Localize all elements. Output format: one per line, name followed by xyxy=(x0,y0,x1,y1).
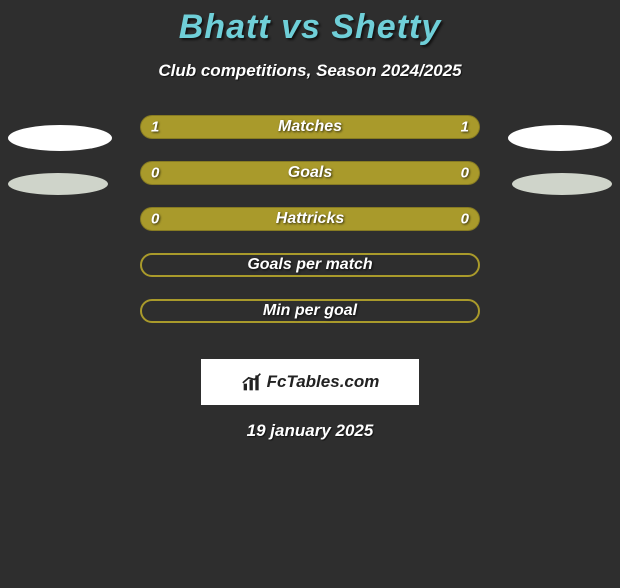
stat-label: Goals per match xyxy=(247,256,372,274)
stat-label: Matches xyxy=(278,118,342,136)
stat-row-minpergoal: Min per goal xyxy=(0,299,620,345)
brand-badge[interactable]: FcTables.com xyxy=(201,359,419,405)
stat-bar: Goals per match xyxy=(140,253,480,277)
stat-bar: Min per goal xyxy=(140,299,480,323)
page-title: Bhatt vs Shetty xyxy=(0,8,620,47)
stat-label: Min per goal xyxy=(263,302,357,320)
stat-row-hattricks: 0 Hattricks 0 xyxy=(0,207,620,253)
date-label: 19 january 2025 xyxy=(0,421,620,441)
stat-row-goalspermatch: Goals per match xyxy=(0,253,620,299)
stat-value-left: 0 xyxy=(151,211,159,228)
stat-bar: 0 Hattricks 0 xyxy=(140,207,480,231)
player-right-marker xyxy=(508,125,612,151)
stat-value-left: 0 xyxy=(151,165,159,182)
stat-row-goals: 0 Goals 0 xyxy=(0,161,620,207)
stat-label: Hattricks xyxy=(276,210,344,228)
bar-chart-icon xyxy=(241,372,263,392)
stat-value-left: 1 xyxy=(151,119,159,136)
stat-rows: 1 Matches 1 0 Goals 0 0 Hattricks 0 Goal… xyxy=(0,115,620,345)
stat-bar: 1 Matches 1 xyxy=(140,115,480,139)
subtitle: Club competitions, Season 2024/2025 xyxy=(0,61,620,81)
stat-label: Goals xyxy=(288,164,332,182)
player-left-marker xyxy=(8,125,112,151)
stat-row-matches: 1 Matches 1 xyxy=(0,115,620,161)
stat-bar: 0 Goals 0 xyxy=(140,161,480,185)
stat-value-right: 0 xyxy=(461,211,469,228)
player-left-marker xyxy=(8,173,108,195)
brand-label: FcTables.com xyxy=(267,372,380,392)
stat-value-right: 1 xyxy=(461,119,469,136)
player-right-marker xyxy=(512,173,612,195)
stat-value-right: 0 xyxy=(461,165,469,182)
